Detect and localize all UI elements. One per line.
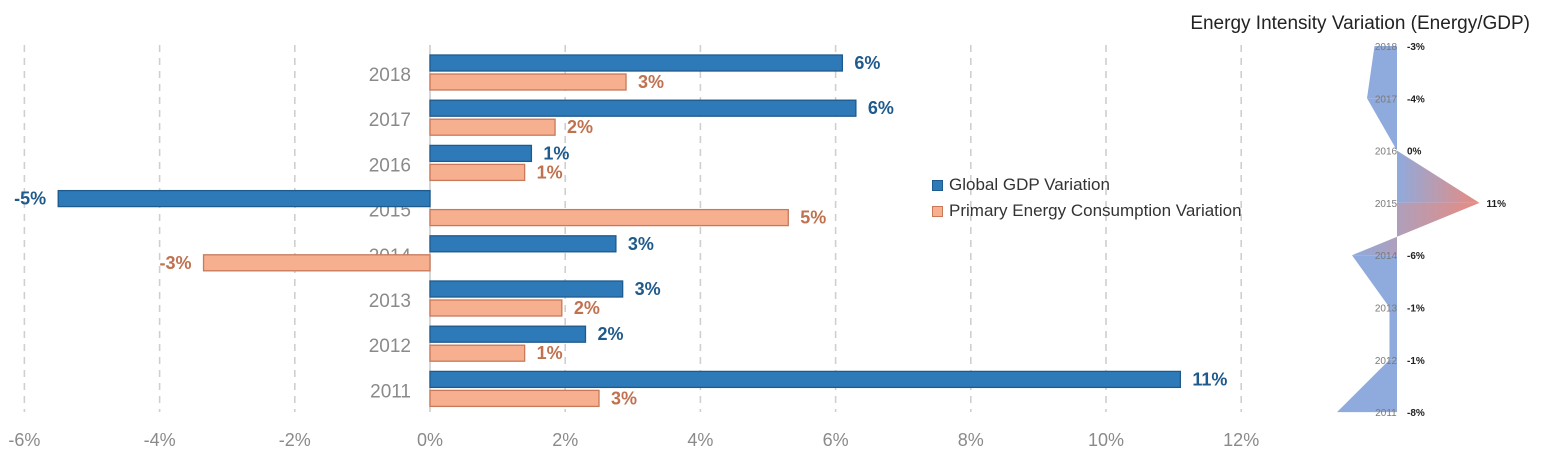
x-tick-label: 8% xyxy=(958,430,984,450)
area-segment xyxy=(1352,255,1397,308)
data-label-gdp: 1% xyxy=(543,143,569,163)
intensity-label: -8% xyxy=(1407,408,1425,419)
intensity-label: -6% xyxy=(1407,251,1425,262)
year-label: 2015 xyxy=(1375,199,1398,210)
category-label: 2012 xyxy=(369,336,411,357)
legend-item-gdp: Global GDP Variation xyxy=(932,172,1242,198)
intensity-label: -3% xyxy=(1407,42,1425,53)
data-label-gdp: -5% xyxy=(14,189,46,209)
data-label-gdp: 11% xyxy=(1192,369,1227,389)
year-label: 2017 xyxy=(1375,94,1398,105)
bar-gdp xyxy=(429,235,617,253)
bar-gdp xyxy=(429,280,624,298)
bar-gdp xyxy=(429,370,1182,389)
bar-energy xyxy=(429,118,556,136)
legend-label-gdp: Global GDP Variation xyxy=(949,175,1110,194)
legend-swatch-energy xyxy=(932,205,943,217)
area-segment xyxy=(1389,307,1397,360)
area-segment xyxy=(1397,150,1480,203)
bar-energy xyxy=(202,254,431,272)
legend-swatch-gdp xyxy=(932,179,943,191)
bar-gdp xyxy=(429,54,844,72)
data-label-energy: 2% xyxy=(567,117,593,137)
data-label-gdp: 2% xyxy=(597,324,623,344)
x-tick-label: 2% xyxy=(552,430,578,450)
bar-energy xyxy=(429,163,526,182)
data-label-energy: 3% xyxy=(638,72,664,92)
data-label-energy: 3% xyxy=(611,388,637,408)
category-label: 2013 xyxy=(369,291,411,312)
bar-chart: -6% -4% -2% 0% 2% 4% 6% 8% 10% 12% 2018 6% 3% 2017 6% 2… xyxy=(8,45,1259,450)
bar-energy xyxy=(429,389,600,408)
area-segment xyxy=(1367,46,1397,99)
side-chart-title: Energy Intensity Variation (Energy/GDP) xyxy=(1190,13,1530,34)
data-label-gdp: 6% xyxy=(854,53,880,73)
legend-item-energy: Primary Energy Consumption Variation xyxy=(932,198,1242,224)
data-label-energy: -3% xyxy=(160,253,192,273)
bar-energy xyxy=(429,344,526,362)
category-label: 2016 xyxy=(369,155,411,176)
x-tick-label: 10% xyxy=(1088,430,1124,450)
data-label-gdp: 3% xyxy=(635,279,661,299)
legend: Global GDP Variation Primary Energy Cons… xyxy=(932,172,1242,224)
x-tick-label: -4% xyxy=(144,430,176,450)
data-label-gdp: 3% xyxy=(628,234,654,254)
intensity-label: 0% xyxy=(1407,147,1422,158)
bar-energy xyxy=(429,299,563,317)
intensity-label: -1% xyxy=(1407,304,1425,315)
year-label: 2014 xyxy=(1375,251,1398,262)
legend-label-energy: Primary Energy Consumption Variation xyxy=(949,201,1242,220)
bar-gdp xyxy=(429,99,857,117)
bar-gdp xyxy=(57,189,431,208)
bar-gdp xyxy=(429,144,533,163)
year-label: 2013 xyxy=(1375,304,1398,315)
area-segment xyxy=(1367,98,1397,151)
x-tick-label: 4% xyxy=(687,430,713,450)
data-label-energy: 2% xyxy=(574,298,600,318)
x-tick-label: 0% xyxy=(417,430,443,450)
x-tick-label: 12% xyxy=(1223,430,1259,450)
x-tick-label: -2% xyxy=(279,430,311,450)
data-label-energy: 5% xyxy=(800,208,826,228)
area-segment xyxy=(1352,202,1480,256)
intensity-label: -4% xyxy=(1407,94,1425,105)
data-label-energy: 1% xyxy=(537,343,563,363)
category-label: 2017 xyxy=(369,110,411,131)
x-tick-label: -6% xyxy=(8,430,40,450)
year-label: 2012 xyxy=(1375,356,1398,367)
x-tick-label: 6% xyxy=(823,430,849,450)
bar-energy xyxy=(429,73,627,91)
data-label-gdp: 6% xyxy=(868,98,894,118)
category-label: 2018 xyxy=(369,65,411,86)
energy-intensity-chart: 2018 -3% 2017 -4% 2016 0% 2015 11% 2014 -6% 2013 -1… xyxy=(1337,42,1507,419)
category-label: 2011 xyxy=(370,381,411,402)
intensity-label: -1% xyxy=(1407,356,1425,367)
bar-gdp xyxy=(429,325,587,343)
intensity-label: 11% xyxy=(1487,199,1507,210)
area-segment xyxy=(1337,359,1397,413)
data-label-energy: 1% xyxy=(537,162,563,182)
year-label: 2011 xyxy=(1375,408,1397,419)
year-label: 2016 xyxy=(1375,147,1398,158)
bar-energy xyxy=(429,208,789,227)
year-label: 2018 xyxy=(1375,42,1398,53)
